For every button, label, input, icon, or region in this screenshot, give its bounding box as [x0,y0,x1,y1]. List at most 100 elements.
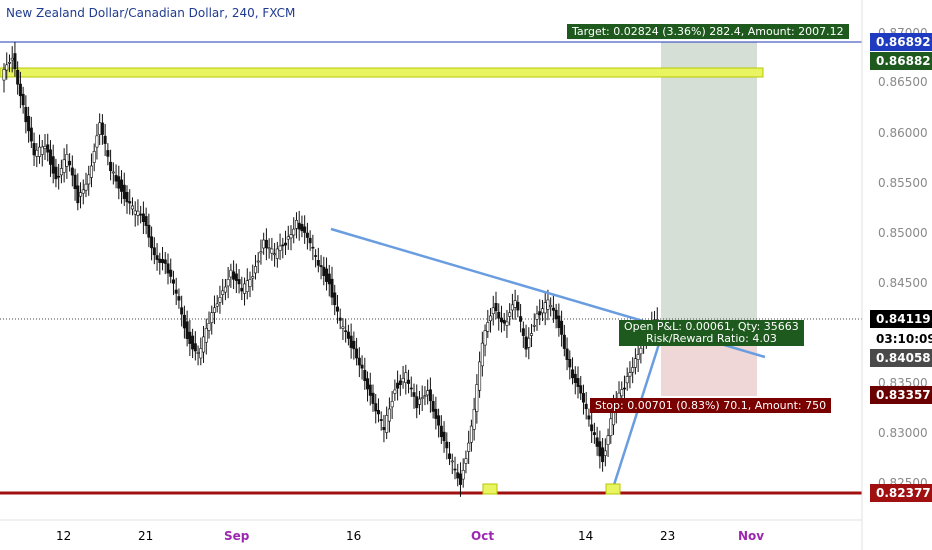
candle-body [387,408,391,422]
candle-body [114,175,118,182]
candle-body [557,315,561,329]
time-label: 14 [578,529,594,543]
candle-body [551,307,555,311]
candle-body [18,83,22,97]
candle-body [636,354,640,360]
candle-body [571,369,575,379]
candle-body [579,385,583,394]
candle-body [237,279,241,285]
candles-group [2,42,659,497]
candle-body [98,122,102,135]
resistance-zone[interactable] [0,67,764,78]
candle-body [625,376,629,384]
candle-body [21,93,25,106]
candle-body [109,161,113,172]
candle-body [5,64,9,71]
price-tag-support: 0.82377 [870,484,932,502]
candle-body [68,160,72,166]
candle-body [278,245,282,251]
candle-body [538,311,542,316]
candle-body [292,228,296,236]
candle-body [226,279,230,287]
candle-body [562,334,566,349]
candle-body [603,450,607,456]
candle-body [396,382,400,389]
candle-body [524,336,528,350]
candle-body [117,176,121,189]
candle-body [185,321,189,339]
stop-label[interactable]: Stop: 0.00701 (0.83%) 70.1, Amount: 750 [590,398,832,413]
price-tag-stop: 0.83357 [870,386,932,404]
candle-body [486,322,490,332]
candle-body [289,234,293,239]
time-label: Sep [224,529,250,543]
candle-body [100,122,104,135]
candle-body [489,315,493,322]
candle-body [639,347,643,355]
candle-body [275,248,279,259]
candle-body [267,247,271,250]
open-pl-label[interactable]: Open P&L: 0.00061, Qty: 35663 Risk/Rewar… [619,320,804,346]
candle-body [286,236,290,240]
candle-body [513,300,517,308]
candle-body [587,415,591,420]
candle-body [281,244,285,247]
candle-body [590,424,594,432]
candle-body [191,335,195,350]
candle-body [568,359,572,368]
candle-body [398,380,402,386]
candle-body [204,328,208,343]
time-label: 16 [346,529,362,543]
candle-body [333,292,337,306]
axis-label: 0.84500 [878,276,928,290]
candle-body [177,296,181,301]
candle-body [330,278,334,298]
candle-body [79,192,83,197]
candle-body [606,435,610,445]
candle-body [171,279,175,284]
target-label[interactable]: Target: 0.02824 (3.36%) 282.4, Amount: 2… [567,24,849,39]
candle-body [434,408,438,419]
candle-body [450,460,454,463]
candle-body [327,273,331,285]
candle-body [319,265,323,268]
candle-body [393,389,397,394]
low-marker-1[interactable] [482,483,498,495]
candle-body [169,269,173,277]
candle-body [218,297,222,303]
candle-body [7,62,11,64]
candle-body [92,151,96,163]
candle-body [155,255,159,260]
candle-body [349,335,353,348]
candle-body [223,286,227,293]
candle-body [341,326,345,329]
candle-body [46,144,50,153]
axis-label: 0.83000 [878,426,928,440]
candle-body [262,239,266,249]
candle-body [294,220,298,229]
candle-body [248,279,252,287]
candle-body [188,331,192,344]
candle-body [464,458,468,464]
candle-body [530,333,534,336]
candle-body [240,287,244,292]
candle-body [243,283,247,294]
candle-body [81,189,85,194]
low-marker-2[interactable] [605,483,621,495]
candle-body [193,343,197,352]
candle-body [390,401,394,408]
candle-body [560,320,564,335]
candle-body [573,373,577,383]
candle-body [338,317,342,321]
candle-body [423,395,427,397]
candle-body [311,246,315,249]
open-pl-text: Open P&L: 0.00061, Qty: 35663 [624,320,799,333]
axis-label: 0.85500 [878,176,928,190]
candle-body [601,447,605,463]
candle-body [510,304,514,311]
time-label: Oct [471,529,495,543]
candle-body [554,309,558,320]
candle-body [543,302,547,314]
candle-body [505,321,509,326]
